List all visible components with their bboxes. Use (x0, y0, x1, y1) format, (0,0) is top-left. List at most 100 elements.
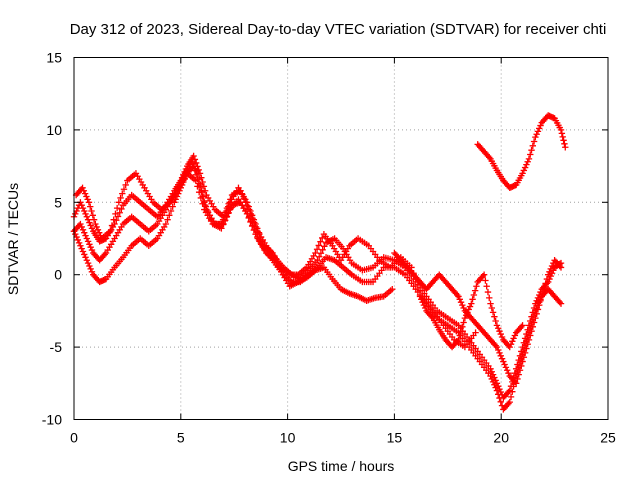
y-tick-label: 5 (54, 194, 62, 210)
data-point (558, 130, 566, 137)
data-point (81, 251, 88, 258)
data-point (84, 216, 92, 223)
data-point (453, 291, 461, 299)
data-point (518, 323, 525, 331)
data-point (173, 193, 181, 200)
data-point (460, 304, 467, 312)
data-point (84, 196, 91, 203)
data-point (488, 375, 496, 383)
data-point (250, 216, 258, 223)
data-point (534, 306, 542, 313)
data-point (459, 301, 466, 309)
data-point (488, 304, 496, 312)
x-tick-label: 0 (70, 430, 78, 446)
grid-layer (74, 57, 608, 420)
data-point (498, 333, 506, 341)
data-point (94, 226, 102, 234)
data-point (538, 293, 545, 300)
data-point (85, 199, 93, 206)
data-point (87, 222, 94, 229)
data-point (86, 262, 93, 270)
data-point (82, 254, 89, 261)
plot-frame (73, 57, 609, 420)
data-point (79, 248, 87, 255)
data-point (492, 384, 499, 391)
data-point (506, 398, 513, 406)
data-point (460, 319, 467, 326)
data-point (82, 232, 89, 239)
data-point (524, 158, 531, 165)
data-point (96, 229, 103, 236)
data-point (315, 242, 322, 249)
data-point (78, 245, 85, 252)
x-tick-label: 20 (493, 430, 509, 446)
data-point (87, 243, 94, 251)
data-point (83, 193, 90, 200)
data-point (101, 251, 108, 258)
y-tick-label: 10 (46, 122, 62, 138)
data-point (83, 235, 91, 242)
data-point (530, 138, 538, 145)
data-point (197, 181, 204, 189)
data-point (317, 250, 325, 257)
data-point (542, 280, 549, 287)
data-point (548, 262, 556, 270)
data-point (541, 284, 548, 291)
data-point (82, 210, 89, 218)
data-point (314, 257, 321, 264)
data-point (177, 184, 184, 192)
series-track-d (70, 170, 396, 304)
data-point (524, 341, 531, 348)
data-point (190, 152, 197, 160)
data-point (532, 314, 539, 322)
data-point (536, 125, 543, 132)
data-point (537, 297, 544, 304)
data-point (421, 304, 429, 312)
data-point (77, 242, 84, 249)
data-point (532, 133, 539, 141)
data-point (525, 155, 533, 163)
data-point (316, 253, 323, 260)
data-point (527, 151, 534, 158)
data-point (505, 400, 512, 407)
series-track-e (391, 249, 565, 387)
data-point (503, 367, 511, 374)
data-point (514, 375, 521, 383)
data-point (544, 271, 552, 278)
data-point (533, 131, 540, 138)
data-point (530, 319, 538, 326)
data-point (466, 303, 474, 310)
data-point (166, 212, 173, 219)
data-point (218, 225, 225, 232)
data-point (418, 296, 425, 303)
data-point (79, 204, 87, 212)
y-tick-label: 15 (46, 50, 62, 66)
data-point (537, 122, 544, 129)
data-point (556, 262, 563, 270)
data-point (110, 216, 117, 223)
data-point (455, 336, 462, 344)
data-point (492, 317, 499, 325)
data-point (176, 187, 183, 194)
data-point (250, 226, 258, 234)
data-point (199, 200, 206, 207)
data-point (523, 161, 530, 168)
data-point (495, 346, 502, 354)
data-point (484, 288, 492, 296)
data-point (83, 257, 91, 264)
data-point (507, 393, 515, 401)
data-point (81, 229, 88, 236)
data-point (559, 133, 566, 141)
data-point (254, 225, 261, 232)
data-point (561, 140, 568, 148)
series-track-f (416, 271, 526, 351)
data-point (469, 296, 476, 303)
data-point (72, 210, 79, 218)
data-point (77, 220, 84, 228)
data-point (493, 322, 501, 329)
data-point (493, 387, 501, 394)
data-point (87, 203, 94, 210)
data-point (497, 330, 504, 338)
data-point (219, 221, 227, 228)
data-point (498, 355, 506, 362)
